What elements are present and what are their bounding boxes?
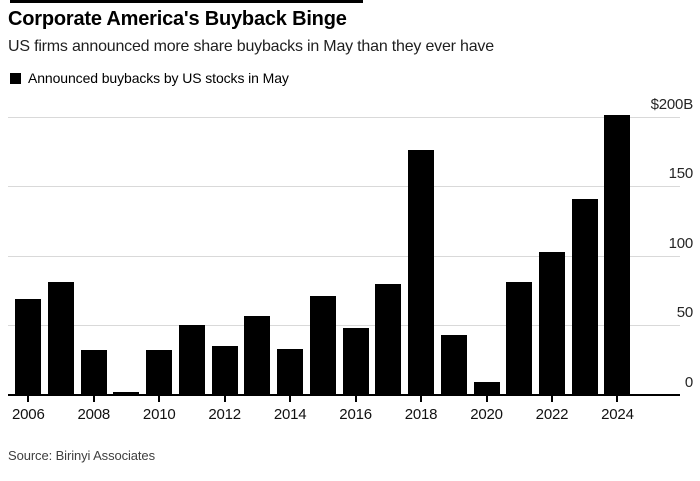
x-tick-2016	[354, 395, 357, 402]
x-tick-2010	[158, 395, 161, 402]
bar-2012	[211, 346, 238, 395]
bar-2016	[342, 328, 369, 395]
bar-2017	[375, 283, 402, 395]
x-axis-label-2020: 2020	[470, 406, 503, 423]
legend: Announced buybacks by US stocks in May	[10, 70, 289, 86]
gridline-100	[8, 255, 680, 257]
x-axis-label-2008: 2008	[77, 406, 111, 423]
x-tick-2012	[223, 395, 226, 402]
gridline-150	[8, 186, 680, 188]
x-axis-label-2006: 2006	[12, 406, 45, 423]
x-tick-2022	[550, 395, 553, 402]
bar-2013	[244, 315, 271, 395]
x-axis-label-2022: 2022	[535, 406, 569, 423]
y-axis-label-0: 0	[684, 374, 693, 391]
x-tick-2008	[92, 395, 95, 402]
x-axis-label-2024: 2024	[601, 406, 634, 423]
gridline-200	[8, 116, 680, 118]
x-tick-2024	[616, 395, 619, 402]
bar-chart-plot-area: $200B 150 100 50 0 2006 2008 2010 2012 2014 2016 20…	[8, 96, 697, 431]
bar-2009	[113, 392, 140, 395]
x-axis-line	[8, 394, 680, 396]
top-rule	[10, 0, 363, 3]
source-note: Source: Birinyi Associates	[8, 448, 155, 463]
y-axis-label-50: 50	[676, 304, 693, 322]
bar-2011	[178, 325, 205, 395]
x-axis-label-2010: 2010	[142, 406, 176, 423]
x-tick-2018	[420, 395, 423, 402]
x-axis-label-2014: 2014	[273, 406, 307, 423]
bar-2015	[309, 296, 336, 395]
bar-2021	[506, 282, 533, 395]
x-axis-label-2016: 2016	[339, 406, 372, 423]
x-axis-label-2018: 2018	[404, 406, 438, 423]
bar-2006	[15, 298, 42, 395]
y-axis-label-200: $200B	[650, 95, 694, 113]
bar-2019	[440, 335, 467, 395]
chart-title: Corporate America's Buyback Binge	[8, 8, 347, 30]
bar-2018	[408, 150, 435, 395]
bar-2023	[571, 198, 598, 395]
gridline-50	[8, 325, 680, 327]
x-tick-2014	[289, 395, 292, 402]
chart-subtitle: US firms announced more share buybacks i…	[8, 38, 494, 55]
bar-2024	[604, 115, 631, 395]
bar-2014	[277, 349, 304, 395]
legend-marker-icon	[10, 72, 21, 84]
bar-2020	[473, 382, 500, 395]
bar-2007	[48, 282, 75, 395]
legend-label: Announced buybacks by US stocks in May	[28, 70, 289, 86]
bar-2010	[146, 350, 173, 395]
x-tick-2006	[27, 395, 30, 402]
x-tick-2020	[485, 395, 488, 402]
bar-2022	[538, 251, 565, 395]
y-axis-label-150: 150	[668, 165, 694, 183]
bar-2008	[80, 350, 107, 395]
x-axis-label-2012: 2012	[208, 406, 241, 423]
y-axis-label-100: 100	[668, 234, 694, 252]
